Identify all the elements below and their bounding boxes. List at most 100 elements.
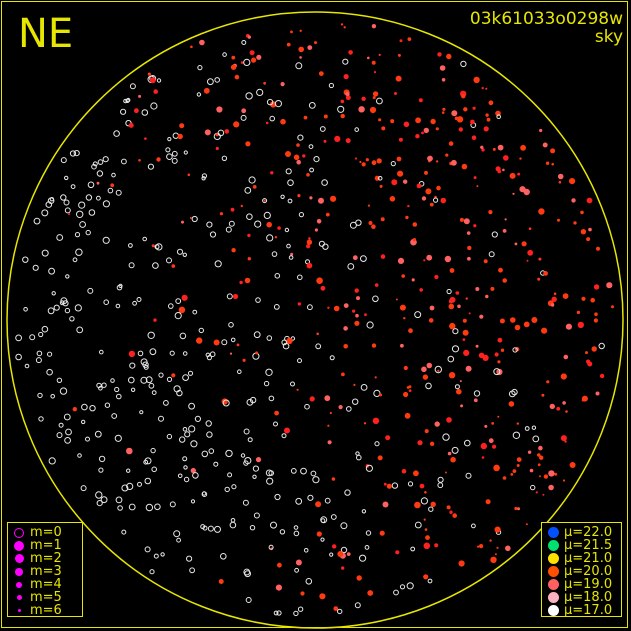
star-dot <box>549 403 555 410</box>
star-ring <box>320 516 328 524</box>
star-dot <box>449 510 453 514</box>
star-ring <box>169 350 175 356</box>
star-dot <box>516 464 520 467</box>
star-dot <box>543 474 549 479</box>
star-dot <box>408 328 413 334</box>
star-ring <box>64 307 71 314</box>
star-dot <box>503 155 509 161</box>
magnitude-symbol-icon <box>8 609 30 612</box>
star-dot <box>473 398 478 403</box>
star-dot <box>593 284 600 290</box>
star-dot <box>551 162 554 166</box>
star-ring <box>230 518 236 523</box>
star-dot <box>356 296 360 301</box>
star-ring <box>190 499 196 504</box>
star-ring <box>165 147 171 153</box>
star-dot <box>448 299 453 304</box>
star-ring <box>297 134 304 141</box>
star-ring <box>598 342 605 350</box>
star-ring <box>206 221 213 228</box>
star-ring <box>81 403 88 411</box>
star-ring <box>125 98 130 104</box>
star-ring <box>156 78 162 83</box>
star-dot <box>280 118 286 125</box>
star-ring <box>145 376 153 384</box>
star-ring <box>346 406 352 412</box>
star-ring <box>313 156 320 163</box>
star-dot <box>479 314 484 319</box>
star-ring <box>271 251 278 257</box>
star-ring <box>308 144 314 150</box>
star-dot <box>545 161 550 165</box>
star-ring <box>136 297 142 302</box>
star-dot <box>134 108 139 114</box>
star-dot <box>458 560 465 567</box>
star-dot <box>199 39 205 46</box>
star-dot <box>327 424 330 427</box>
star-ring <box>452 328 459 335</box>
star-dot <box>586 237 591 242</box>
star-ring <box>309 167 315 173</box>
star-ring <box>56 432 63 439</box>
star-ring <box>169 501 176 508</box>
star-dot <box>494 526 501 533</box>
star-ring <box>85 229 91 236</box>
star-dot <box>230 207 235 212</box>
star-ring <box>182 427 188 432</box>
star-ring <box>240 114 247 121</box>
mu-label: μ=22.0 <box>564 525 613 540</box>
star-dot <box>247 35 251 39</box>
star-dot <box>363 422 367 425</box>
star-dot <box>332 544 337 549</box>
star-ring <box>22 256 29 263</box>
star-dot <box>411 278 415 282</box>
star-dot <box>514 506 518 511</box>
star-ring <box>176 537 182 543</box>
star-dot <box>510 473 514 476</box>
star-ring <box>214 77 220 83</box>
star-dot <box>372 91 379 97</box>
star-ring <box>102 236 110 244</box>
star-dot <box>333 606 339 611</box>
star-ring <box>221 155 228 162</box>
star-dot <box>126 447 133 455</box>
star-dot <box>565 323 573 330</box>
star-dot <box>512 469 517 473</box>
star-ring <box>214 525 221 533</box>
star-dot <box>502 278 508 283</box>
star-ring <box>69 150 77 157</box>
star-dot <box>329 411 332 415</box>
star-dot <box>430 501 436 507</box>
star-ring <box>297 358 302 364</box>
star-dot <box>510 317 516 323</box>
star-dot <box>371 160 377 166</box>
star-dot <box>521 241 527 247</box>
star-ring <box>188 425 196 433</box>
star-ring <box>116 393 122 400</box>
star-ring <box>155 243 163 251</box>
star-dot <box>429 202 434 207</box>
star-ring <box>230 337 236 343</box>
star-ring <box>60 194 67 201</box>
star-ring <box>360 255 367 263</box>
star-ring <box>192 309 198 315</box>
star-dot <box>488 210 493 215</box>
star-ring <box>37 392 43 399</box>
star-dot <box>247 257 251 261</box>
mu-legend-item: μ=17.0 <box>542 604 621 617</box>
star-ring <box>121 529 127 535</box>
star-dot <box>378 118 382 122</box>
star-dot <box>424 491 427 494</box>
star-ring <box>284 227 290 233</box>
star-dot <box>541 393 545 397</box>
star-ring <box>274 493 281 501</box>
star-ring <box>246 213 253 220</box>
star-dot <box>307 45 313 50</box>
star-dot <box>285 151 291 157</box>
star-ring <box>252 474 257 479</box>
star-ring <box>226 293 233 300</box>
star-ring <box>74 232 81 238</box>
star-ring <box>121 484 129 492</box>
star-ring <box>214 260 222 268</box>
